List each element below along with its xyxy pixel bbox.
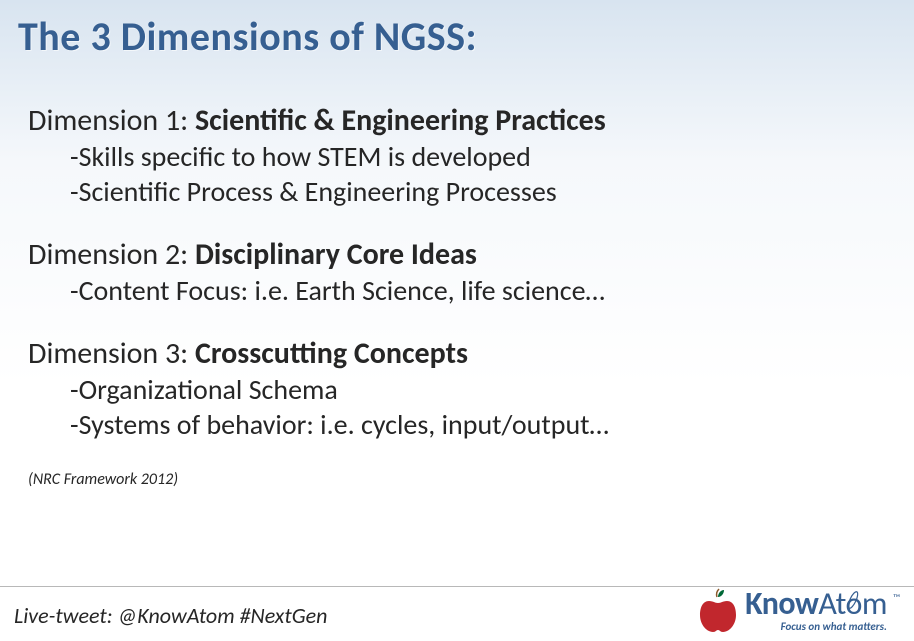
dimension-heading: Dimension 1: Scientific & Engineering Pr…	[28, 103, 886, 139]
logo-text-block: KnowAtom Focus on what matters.	[745, 588, 887, 633]
dimension-sub: -Organizational Schema	[28, 372, 886, 407]
content-area: Dimension 1: Scientific & Engineering Pr…	[0, 61, 914, 489]
dimension-label: Dimension 1:	[28, 102, 195, 139]
trademark-symbol: ™	[893, 591, 900, 604]
slide-title: The 3 Dimensions of NGSS:	[0, 0, 914, 61]
logo-brand: KnowAtom	[745, 588, 887, 620]
dimension-bold: Scientific & Engineering Practices	[195, 102, 606, 139]
logo-atom-o: o	[846, 584, 862, 623]
dimension-label: Dimension 2:	[28, 236, 195, 273]
dimension-sub: -Content Focus: i.e. Earth Science, life…	[28, 273, 886, 308]
dimension-block: Dimension 2: Disciplinary Core Ideas -Co…	[28, 237, 886, 308]
logo-tagline: Focus on what matters.	[781, 620, 887, 633]
dimension-sub: -Skills specific to how STEM is develope…	[28, 139, 886, 174]
logo-atom-m: m	[862, 584, 887, 623]
dimension-bold: Crosscutting Concepts	[195, 335, 468, 372]
knowatom-logo: KnowAtom Focus on what matters. ™	[697, 587, 900, 633]
dimension-label: Dimension 3:	[28, 335, 195, 372]
citation-text: (NRC Framework 2012)	[28, 470, 886, 489]
dimension-block: Dimension 1: Scientific & Engineering Pr…	[28, 103, 886, 209]
dimension-heading: Dimension 3: Crosscutting Concepts	[28, 336, 886, 372]
dimension-bold: Disciplinary Core Ideas	[195, 236, 477, 273]
footer-text: Live-tweet: @KnowAtom #NextGen	[14, 602, 327, 629]
dimension-block: Dimension 3: Crosscutting Concepts -Orga…	[28, 336, 886, 442]
dimension-sub: -Scientific Process & Engineering Proces…	[28, 174, 886, 209]
logo-know: Know	[745, 584, 818, 623]
apple-icon	[697, 587, 739, 633]
dimension-sub: -Systems of behavior: i.e. cycles, input…	[28, 407, 886, 442]
logo-atom-at: At	[818, 584, 845, 623]
dimension-heading: Dimension 2: Disciplinary Core Ideas	[28, 237, 886, 273]
